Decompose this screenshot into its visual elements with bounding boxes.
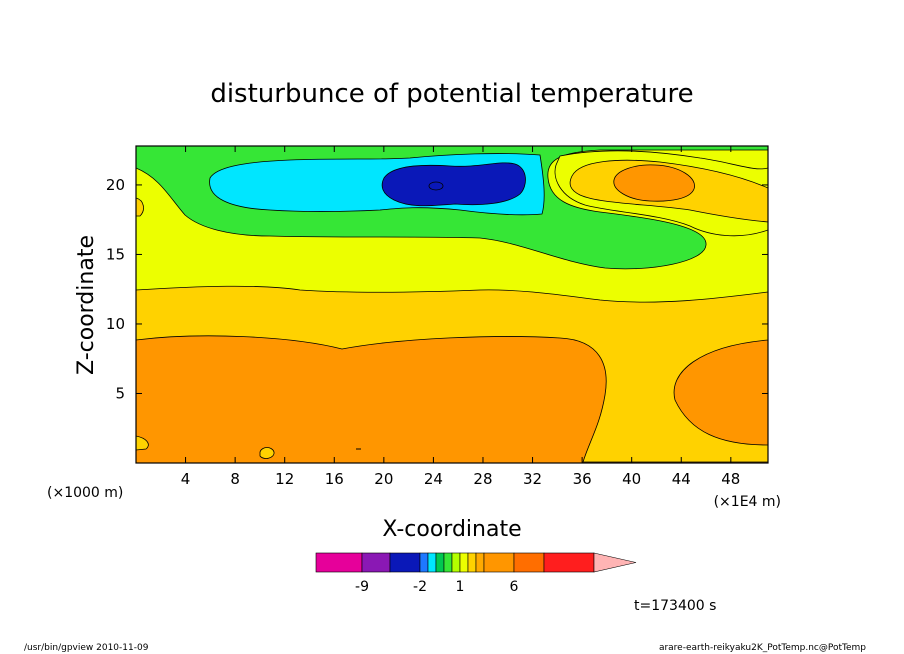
x-tick-label: 12 — [275, 470, 294, 488]
x-tick-label: 8 — [230, 470, 240, 488]
colorbar-swatch — [361, 552, 391, 573]
y-axis: 5 10 15 20 — [106, 176, 768, 402]
y-tick-label: 5 — [115, 384, 125, 402]
y-axis-label: Z-coordinate — [74, 235, 99, 375]
colorbar-swatch — [467, 552, 477, 573]
colorbar-swatch — [513, 552, 545, 573]
colorbar-tick-label: 6 — [510, 579, 519, 595]
colorbar-extend-triangle — [593, 552, 637, 573]
x-unit-right: (×1E4 m) — [714, 494, 781, 510]
colorbar-swatch — [427, 552, 437, 573]
colorbar: -9 -2 1 6 — [315, 552, 637, 595]
x-unit-left: (×1000 m) — [47, 485, 123, 501]
x-tick-label: 40 — [622, 470, 641, 488]
x-axis: 4 8 12 16 20 24 28 32 36 40 44 48 — [181, 146, 740, 488]
colorbar-swatch — [389, 552, 421, 573]
colorbar-swatch — [435, 552, 445, 573]
y-tick-label: 10 — [106, 315, 125, 333]
time-label: t=173400 s — [634, 598, 716, 614]
colorbar-swatch — [475, 552, 485, 573]
colorbar-swatch — [483, 552, 515, 573]
colorbar-swatch — [443, 552, 453, 573]
colorbar-tick-label: 1 — [456, 579, 465, 595]
x-tick-label: 20 — [374, 470, 393, 488]
x-tick-label: 36 — [573, 470, 592, 488]
contour-band-orange-warm-core — [613, 164, 695, 202]
contour-left-bottom-blob — [136, 435, 149, 451]
x-tick-label: 4 — [181, 470, 191, 488]
colorbar-swatch — [451, 552, 461, 573]
contour-core-blue-center — [428, 181, 444, 191]
colorbar-swatch — [459, 552, 469, 573]
chart-title: disturbunce of potential temperature — [210, 79, 693, 109]
x-tick-label: 48 — [721, 470, 740, 488]
plot-frame — [135, 145, 769, 464]
x-tick-label: 44 — [672, 470, 691, 488]
colorbar-swatch — [315, 552, 363, 573]
y-tick-label: 20 — [106, 176, 125, 194]
x-tick-label: 24 — [424, 470, 443, 488]
y-tick-label: 15 — [106, 245, 125, 263]
x-tick-label: 16 — [325, 470, 344, 488]
footer-left: /usr/bin/gpview 2010-11-09 — [24, 643, 149, 653]
colorbar-swatch — [543, 552, 595, 573]
x-axis-label: X-coordinate — [382, 517, 521, 542]
contour-left-edge-blob — [136, 197, 144, 217]
x-tick-label: 32 — [523, 470, 542, 488]
contour-small-blob — [259, 447, 275, 459]
x-tick-label: 28 — [473, 470, 492, 488]
contour-fill-layer — [136, 146, 768, 463]
footer-right: arare-earth-reikyaku2K_PotTemp.nc@PotTem… — [659, 643, 866, 653]
colorbar-tick-label: -9 — [355, 579, 369, 595]
colorbar-tick-label: -2 — [413, 579, 427, 595]
colorbar-swatch — [419, 552, 429, 573]
contour-band-blue — [381, 162, 526, 207]
